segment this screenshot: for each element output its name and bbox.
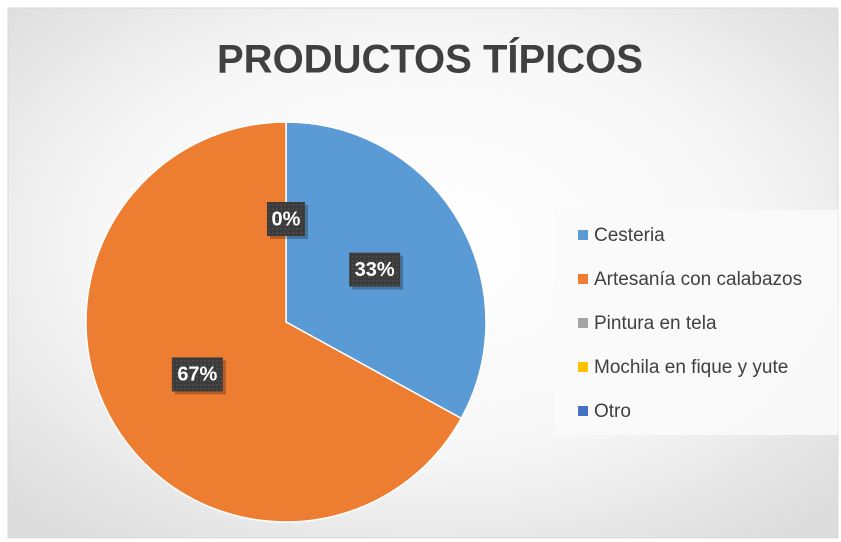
pie-slice [85, 121, 463, 523]
legend-label: Cesteria [594, 225, 665, 246]
legend-swatch [578, 406, 588, 416]
legend-swatch [578, 274, 588, 284]
data-label-box [171, 357, 223, 392]
legend-swatch [578, 362, 588, 372]
data-label: 0% [272, 208, 301, 230]
legend-label: Pintura en tela [594, 313, 717, 334]
legend-label: Otro [594, 401, 631, 422]
legend-label: Artesanía con calabazos [594, 269, 802, 290]
data-label-box [267, 202, 305, 236]
data-label-box [349, 252, 401, 287]
data-label: 33% [355, 259, 395, 281]
legend-swatch [578, 230, 588, 240]
chart-title: PRODUCTOS TÍPICOS [217, 37, 643, 82]
legend [555, 210, 838, 435]
data-label: 67% [177, 364, 217, 386]
legend-label: Mochila en fique y yute [594, 357, 788, 378]
legend-swatch [578, 318, 588, 328]
